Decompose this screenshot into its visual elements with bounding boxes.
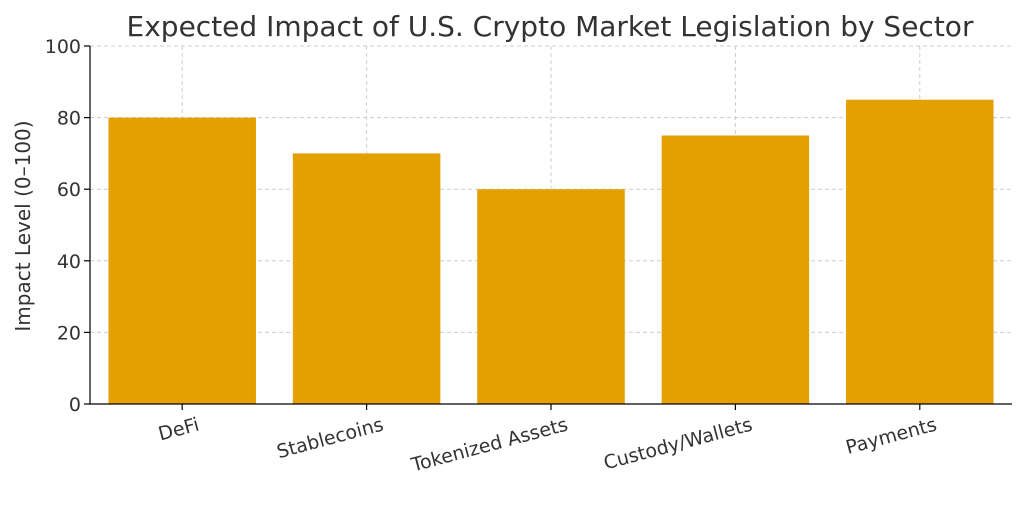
- chart-title: Expected Impact of U.S. Crypto Market Le…: [127, 10, 974, 43]
- x-tick-label: Tokenized Assets: [408, 414, 570, 477]
- y-tick-labels: 0 20 40 60 80 100: [45, 36, 81, 416]
- y-tick-label: 100: [45, 36, 81, 58]
- x-tick-label: DeFi: [156, 414, 201, 446]
- bar: [108, 117, 256, 404]
- axes: [84, 45, 1012, 410]
- bars: [108, 99, 994, 404]
- x-tick-label: Payments: [843, 414, 939, 459]
- bar: [477, 189, 625, 404]
- x-tick-label: Custody/Wallets: [601, 414, 754, 475]
- bar: [846, 99, 994, 404]
- y-tick-label: 0: [69, 394, 81, 416]
- x-tick-labels: DeFi Stablecoins Tokenized Assets Custody/W…: [156, 414, 939, 477]
- bar: [292, 153, 441, 404]
- y-tick-label: 60: [57, 179, 81, 201]
- y-tick-label: 20: [57, 322, 81, 344]
- y-tick-label: 40: [57, 251, 81, 273]
- bar: [661, 135, 810, 404]
- x-tick-label: Stablecoins: [274, 414, 385, 464]
- y-axis-label: Impact Level (0–100): [11, 120, 35, 331]
- y-tick-label: 80: [57, 108, 81, 130]
